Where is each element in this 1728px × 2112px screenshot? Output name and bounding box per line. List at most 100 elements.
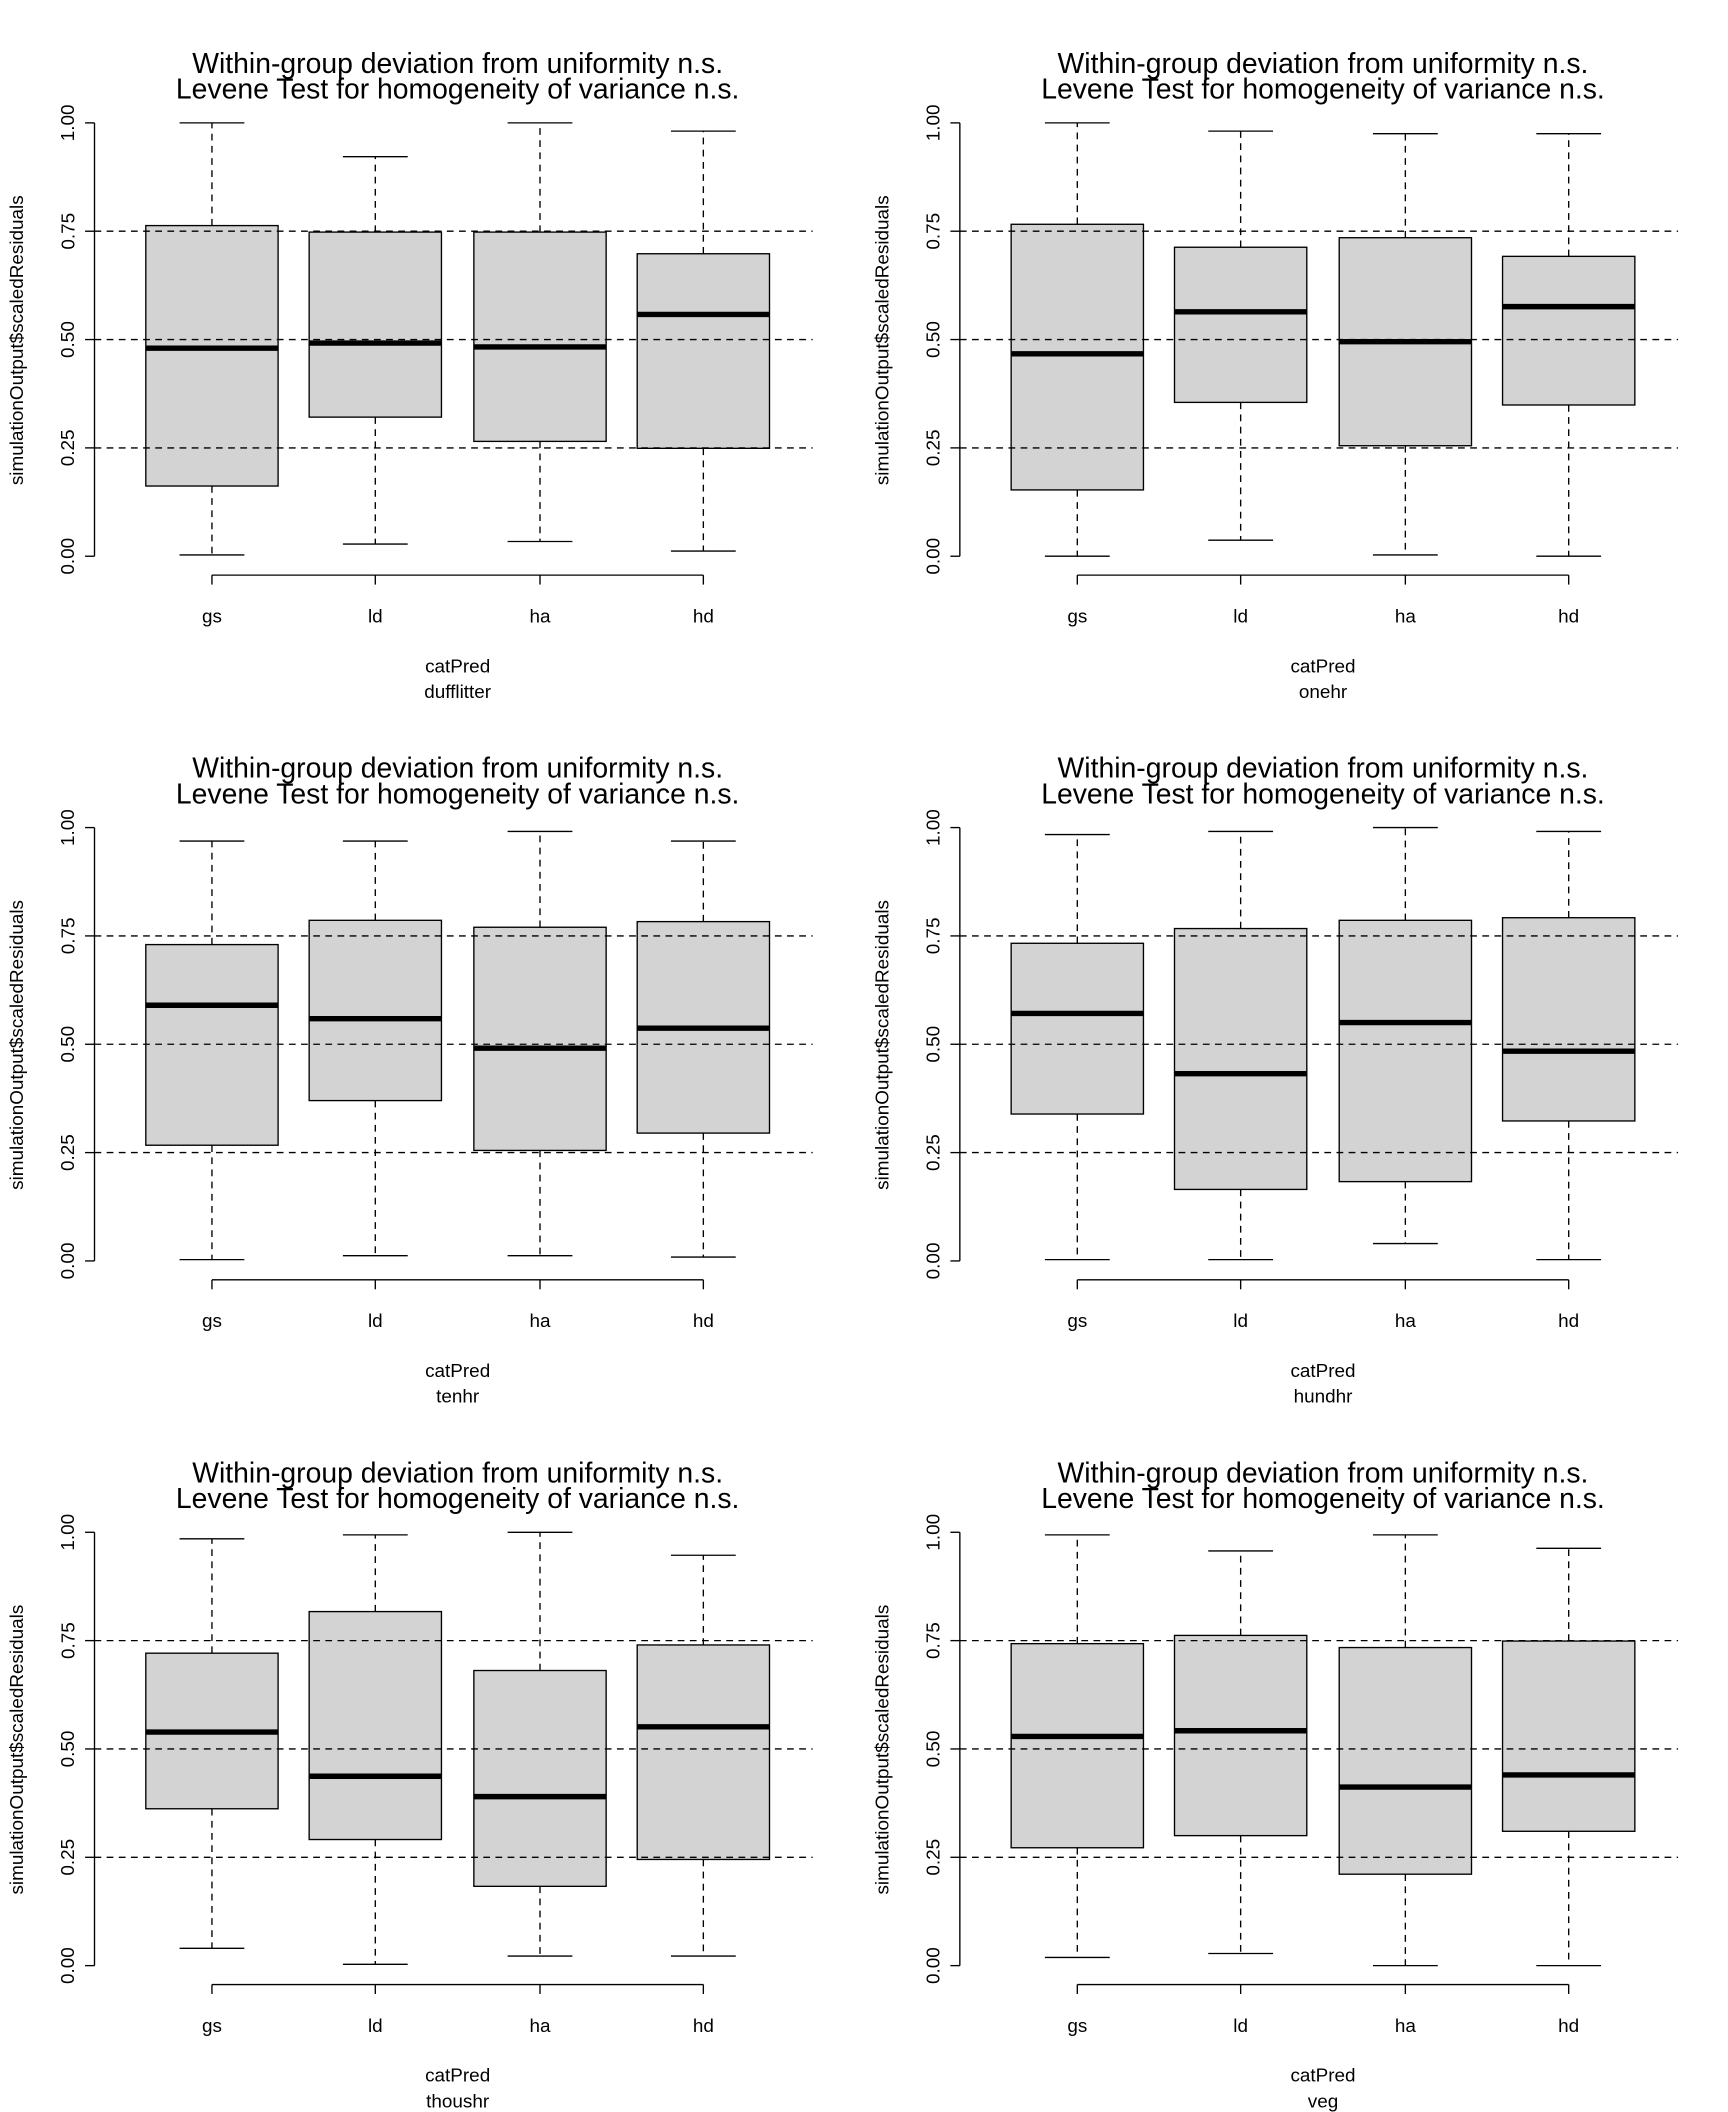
y-tick-label: 1.00: [58, 1514, 79, 1551]
x-tick-label: gs: [1067, 1311, 1087, 1332]
x-axis-sublabel: onehr: [1299, 682, 1347, 703]
y-axis-label: simulationOutput$scaledResiduals: [872, 900, 893, 1190]
x-tick-label: ha: [529, 2016, 551, 2037]
x-tick-label: ha: [1395, 2016, 1417, 2037]
y-tick-label: 0.75: [58, 918, 79, 955]
y-tick-label: 1.00: [924, 104, 945, 141]
x-axis-sublabel: hundhr: [1294, 1387, 1353, 1408]
y-tick-label: 0.00: [924, 1947, 945, 1984]
x-tick-label: gs: [202, 2016, 222, 2037]
chart-subtitle: Levene Test for homogeneity of variance …: [176, 1483, 740, 1515]
y-tick-label: 0.75: [58, 1622, 79, 1659]
x-axis-sublabel: tenhr: [436, 1387, 479, 1408]
box-ld: [1173, 927, 1308, 1191]
y-tick-label: 0.75: [924, 213, 945, 250]
y-tick-label: 0.75: [924, 1622, 945, 1659]
x-tick-label: ld: [368, 2016, 383, 2037]
x-tick-label: hd: [1558, 606, 1579, 627]
box-hd: [1501, 1640, 1636, 1832]
box-ha: [1338, 1646, 1473, 1875]
box-hd: [1501, 255, 1636, 406]
x-axis-sublabel: veg: [1308, 2091, 1338, 2112]
y-tick-label: 0.25: [58, 1134, 79, 1171]
y-tick-label: 0.50: [58, 1731, 79, 1768]
box-gs: [145, 224, 279, 487]
boxplot-panel-dufflitter: Within-group deviation from uniformity n…: [7, 48, 813, 703]
y-tick-label: 1.00: [924, 809, 945, 846]
boxplot-panel-onehr: Within-group deviation from uniformity n…: [872, 48, 1679, 703]
chart-title: Within-group deviation from uniformity n…: [192, 753, 723, 785]
x-axis-label: catPred: [1290, 2066, 1355, 2087]
y-tick-label: 0.25: [924, 1839, 945, 1876]
x-axis-label: catPred: [425, 656, 490, 677]
box-hd: [1501, 917, 1636, 1122]
x-tick-label: hd: [693, 606, 714, 627]
x-tick-label: hd: [693, 2016, 714, 2037]
y-axis-label: simulationOutput$scaledResiduals: [872, 195, 893, 485]
chart-title: Within-group deviation from uniformity n…: [192, 48, 723, 80]
x-axis-label: catPred: [425, 1361, 490, 1382]
chart-subtitle: Levene Test for homogeneity of variance …: [1041, 1483, 1605, 1515]
y-tick-label: 0.50: [924, 1731, 945, 1768]
x-tick-label: ld: [1233, 2016, 1248, 2037]
x-axis-sublabel: thoushr: [426, 2091, 489, 2112]
chart-title: Within-group deviation from uniformity n…: [1058, 1457, 1589, 1489]
box-ha: [473, 926, 607, 1152]
boxplot-panel-hundhr: Within-group deviation from uniformity n…: [872, 753, 1679, 1408]
y-tick-label: 0.00: [58, 1947, 79, 1984]
x-tick-label: ha: [529, 606, 551, 627]
x-axis-label: catPred: [1290, 656, 1355, 677]
y-tick-label: 0.25: [924, 1134, 945, 1171]
y-tick-label: 0.25: [924, 430, 945, 467]
x-tick-label: ld: [1233, 606, 1248, 627]
y-tick-label: 0.00: [924, 538, 945, 575]
y-tick-label: 0.00: [58, 1243, 79, 1280]
y-axis-label: simulationOutput$scaledResiduals: [7, 1605, 28, 1895]
chart-subtitle: Levene Test for homogeneity of variance …: [176, 778, 740, 810]
box-ld: [1173, 1634, 1308, 1837]
boxplot-panel-tenhr: Within-group deviation from uniformity n…: [7, 753, 813, 1408]
y-tick-label: 0.50: [58, 1026, 79, 1063]
y-tick-label: 0.75: [58, 213, 79, 250]
x-tick-label: ha: [1395, 606, 1417, 627]
y-tick-label: 1.00: [58, 104, 79, 141]
x-tick-label: hd: [1558, 2016, 1579, 2037]
box-gs: [1010, 942, 1145, 1115]
box-ld: [308, 1610, 443, 1841]
x-axis-sublabel: dufflitter: [424, 682, 491, 703]
chart-title: Within-group deviation from uniformity n…: [1058, 753, 1589, 785]
x-axis-label: catPred: [1290, 1361, 1355, 1382]
x-tick-label: hd: [693, 1311, 714, 1332]
chart-subtitle: Levene Test for homogeneity of variance …: [176, 74, 740, 106]
y-tick-label: 0.50: [924, 321, 945, 358]
x-tick-label: ld: [1233, 1311, 1248, 1332]
box-ha: [1338, 919, 1473, 1183]
y-tick-label: 0.25: [58, 430, 79, 467]
boxplot-panel-veg: Within-group deviation from uniformity n…: [872, 1457, 1679, 2112]
x-tick-label: gs: [202, 606, 222, 627]
box-ha: [473, 231, 607, 443]
y-tick-label: 1.00: [924, 1514, 945, 1551]
y-tick-label: 1.00: [58, 809, 79, 846]
x-axis-label: catPred: [425, 2066, 490, 2087]
x-tick-label: gs: [1067, 606, 1087, 627]
chart-subtitle: Levene Test for homogeneity of variance …: [1041, 778, 1605, 810]
x-tick-label: hd: [1558, 1311, 1579, 1332]
x-tick-label: ld: [368, 1311, 383, 1332]
y-tick-label: 0.00: [58, 538, 79, 575]
x-tick-label: ha: [1395, 1311, 1417, 1332]
box-ld: [308, 919, 443, 1102]
box-gs: [1010, 1642, 1145, 1849]
y-tick-label: 0.25: [58, 1839, 79, 1876]
box-ld: [308, 231, 443, 418]
y-tick-label: 0.50: [58, 321, 79, 358]
y-tick-label: 0.50: [924, 1026, 945, 1063]
y-tick-label: 0.75: [924, 918, 945, 955]
y-tick-label: 0.00: [924, 1243, 945, 1280]
x-tick-label: ld: [368, 606, 383, 627]
boxplot-panel-thoushr: Within-group deviation from uniformity n…: [7, 1457, 813, 2112]
y-axis-label: simulationOutput$scaledResiduals: [7, 195, 28, 485]
chart-subtitle: Levene Test for homogeneity of variance …: [1041, 74, 1605, 106]
chart-title: Within-group deviation from uniformity n…: [1058, 48, 1589, 80]
